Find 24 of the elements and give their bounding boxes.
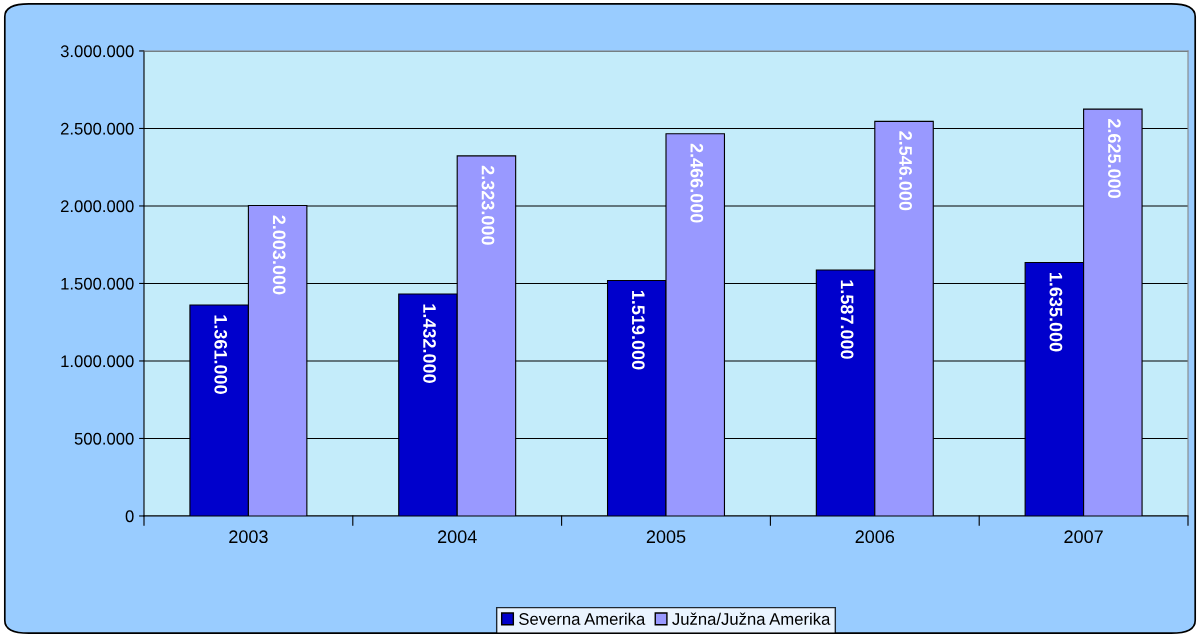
- y-tick-label: 2.000.000: [60, 200, 134, 213]
- legend-label: Severna Amerika: [519, 612, 646, 625]
- y-tick-label: 1.500.000: [61, 277, 134, 290]
- x-tick-label: 2006: [855, 530, 895, 544]
- text: 1.587.000: [840, 280, 854, 359]
- x-tick-label: 2003: [229, 530, 268, 544]
- text: 1.519.000: [631, 290, 645, 370]
- x-tick-label: 2005: [646, 530, 686, 544]
- y-tick-label: 0: [125, 510, 134, 523]
- y-tick-label: 3.000.000: [60, 45, 134, 58]
- y-tick-label: 2.500.000: [60, 122, 134, 135]
- text: 1.635.000: [1049, 272, 1063, 352]
- text: 2.625.000: [1107, 119, 1121, 198]
- text: 1.361.000: [214, 315, 228, 394]
- text: 2.466.000: [690, 143, 704, 223]
- text: 1.432.000: [423, 304, 436, 383]
- text: 2.003.000: [272, 215, 286, 295]
- y-tick-label: 1.000.000: [61, 355, 134, 368]
- x-tick-label: 2007: [1064, 530, 1103, 544]
- y-tick-label: 500.000: [74, 432, 134, 445]
- text: 2.323.000: [481, 165, 495, 245]
- x-tick-label: 2004: [438, 530, 477, 544]
- legend-label: Južna/Južna Amerika: [672, 612, 831, 625]
- text: 2.546.000: [899, 131, 912, 211]
